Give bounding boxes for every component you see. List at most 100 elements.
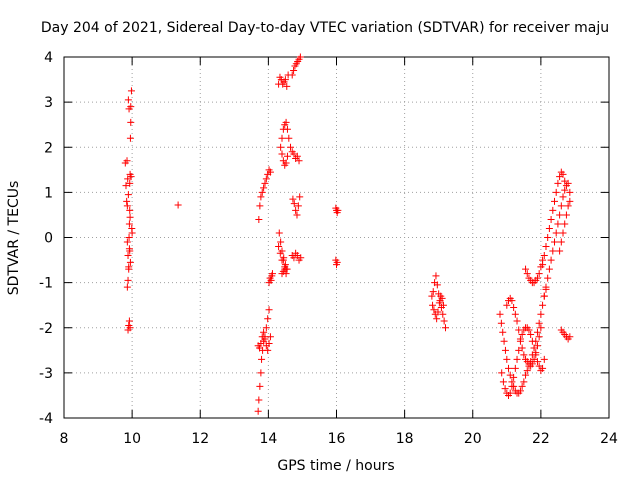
data-point	[293, 152, 301, 160]
data-point	[527, 331, 535, 339]
data-point	[297, 254, 305, 262]
data-point	[290, 200, 298, 208]
data-point	[126, 258, 134, 266]
data-point	[433, 315, 441, 323]
data-point	[262, 324, 270, 332]
data-point	[277, 238, 285, 246]
data-point	[501, 346, 509, 354]
x-tick-label: 16	[328, 431, 346, 447]
data-point	[127, 118, 135, 126]
y-tick-label: 2	[44, 140, 53, 156]
data-point	[513, 355, 521, 363]
data-point	[256, 202, 264, 210]
data-point	[566, 333, 574, 341]
data-point	[506, 389, 514, 397]
data-point	[528, 360, 536, 368]
data-point	[511, 310, 519, 318]
data-point	[126, 134, 134, 142]
data-point	[292, 206, 300, 214]
data-point	[282, 159, 290, 167]
x-tick-label: 10	[123, 431, 141, 447]
data-point	[281, 261, 289, 269]
data-point	[535, 333, 543, 341]
data-point	[497, 319, 505, 327]
data-point	[268, 270, 276, 278]
data-point	[533, 274, 541, 282]
data-point	[508, 382, 516, 390]
data-point	[535, 319, 543, 327]
grid-lines	[64, 57, 609, 418]
data-point	[540, 252, 548, 260]
data-point	[539, 261, 547, 269]
data-point	[542, 243, 550, 251]
data-point	[283, 82, 291, 90]
data-point	[260, 184, 268, 192]
data-point	[257, 193, 265, 201]
x-axis-label: GPS time / hours	[277, 458, 394, 474]
y-tick-label: -3	[39, 366, 53, 382]
data-point	[294, 202, 302, 210]
data-point	[435, 299, 443, 307]
data-point	[510, 303, 518, 311]
data-point	[289, 195, 297, 203]
data-point	[123, 238, 131, 246]
data-point	[255, 215, 263, 223]
data-point	[123, 197, 131, 205]
data-point	[432, 272, 440, 280]
data-point	[265, 306, 273, 314]
data-point	[551, 197, 558, 205]
data-point	[281, 76, 289, 84]
x-tick-label: 20	[464, 431, 482, 447]
data-point	[124, 96, 132, 104]
y-tick-label: -2	[39, 321, 53, 337]
x-tick-label: 18	[396, 431, 414, 447]
data-point	[254, 407, 262, 415]
data-point	[562, 211, 570, 219]
data-point	[124, 252, 132, 260]
data-point	[125, 245, 133, 253]
data-point	[290, 67, 298, 75]
data-point	[276, 249, 284, 257]
data-point	[545, 265, 553, 273]
data-point	[125, 317, 133, 325]
data-point	[539, 364, 547, 372]
data-point	[559, 193, 567, 201]
data-point	[499, 378, 507, 386]
data-point	[125, 105, 133, 113]
data-point	[551, 238, 558, 246]
data-point	[125, 234, 133, 241]
data-point	[547, 256, 555, 264]
data-point	[530, 355, 538, 363]
data-point	[545, 224, 553, 232]
data-point	[124, 276, 132, 284]
data-point	[544, 234, 552, 241]
data-point	[503, 301, 511, 309]
data-point	[511, 364, 519, 372]
x-tick-label: 8	[60, 431, 69, 447]
data-point	[429, 301, 437, 309]
data-point	[552, 188, 560, 196]
y-tick-label: 4	[44, 50, 53, 66]
data-point	[288, 71, 296, 79]
data-point	[537, 324, 545, 332]
data-point	[566, 197, 574, 205]
data-point	[537, 310, 545, 318]
data-point	[518, 331, 526, 339]
data-point	[287, 143, 295, 151]
data-point	[539, 301, 547, 309]
x-tick-label: 24	[600, 431, 618, 447]
data-point	[283, 265, 291, 273]
data-point	[295, 157, 303, 165]
data-point	[264, 346, 272, 354]
data-point	[264, 315, 272, 323]
y-axis-label: SDTVAR / TECUs	[6, 181, 22, 296]
data-point	[508, 297, 516, 305]
data-point	[128, 224, 136, 232]
y-tick-label: -4	[39, 411, 53, 427]
data-point	[296, 193, 304, 201]
data-point	[277, 143, 285, 151]
data-point	[429, 288, 437, 296]
chart-title: Day 204 of 2021, Sidereal Day-to-day VTE…	[41, 20, 609, 36]
data-point	[275, 243, 283, 251]
